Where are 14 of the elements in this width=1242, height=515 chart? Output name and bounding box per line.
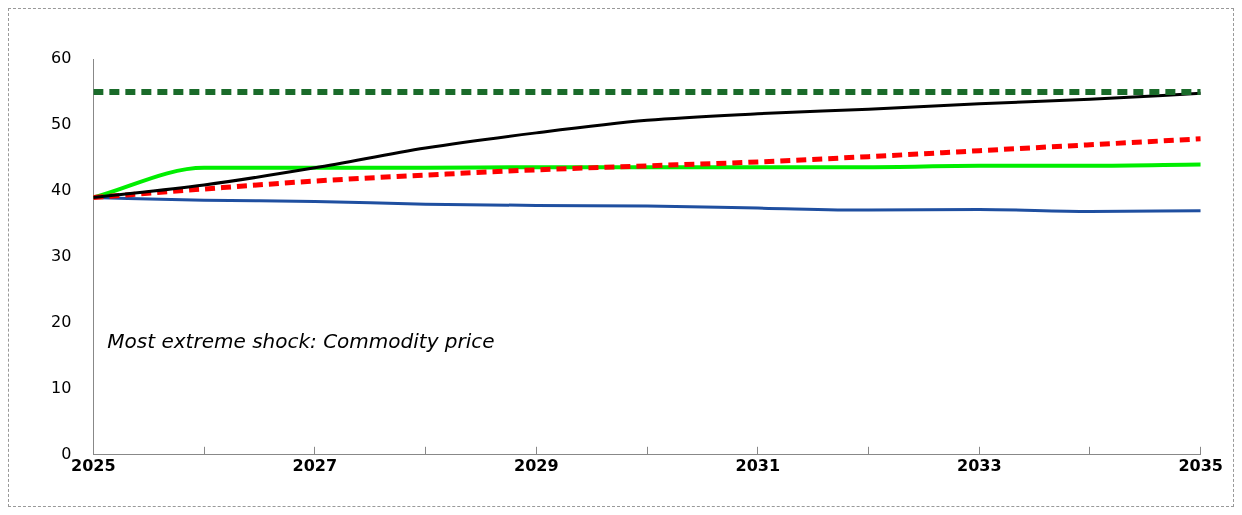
x-tick-label: 2027 [292,455,338,475]
y-tick-label: 0 [61,443,72,463]
y-tick-label: 50 [51,114,72,134]
y-tick-label: 60 [51,48,72,68]
annotation: Most extreme shock: Commodity price [107,328,495,353]
y-tick-label: 10 [51,377,72,397]
y-tick-label: 20 [51,312,72,332]
x-tick-label: 2031 [735,455,781,475]
x-tick-label: 2035 [1178,455,1223,475]
x-tick-label: 2025 [71,455,116,475]
x-tick-label: 2033 [956,455,1002,475]
x-tick-label: 2029 [514,455,559,475]
y-tick-label: 40 [51,180,72,200]
y-tick-label: 30 [51,246,72,266]
